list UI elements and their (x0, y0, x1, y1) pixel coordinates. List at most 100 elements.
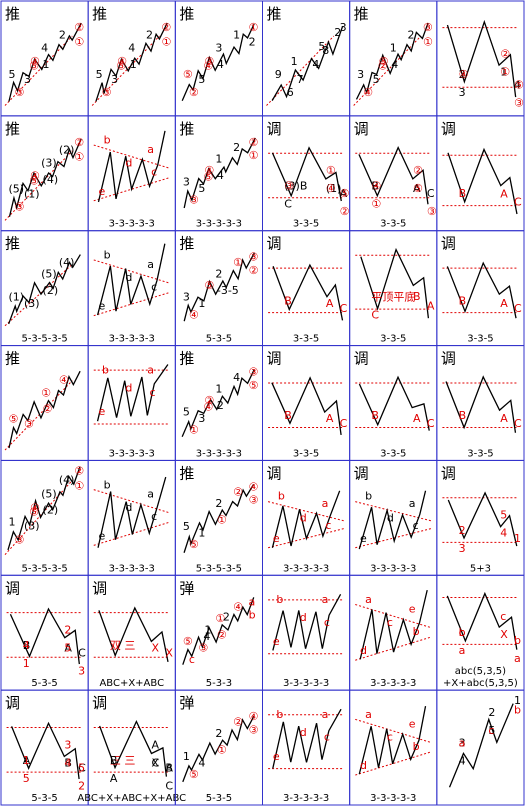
wave-label: ③ (198, 642, 208, 655)
pattern-cell: 调 3-3-5 B A C (436, 230, 525, 347)
wave-line (182, 715, 255, 783)
wave-label: ① (233, 256, 243, 269)
wave-label: 1 (43, 58, 50, 71)
wave-label: b (413, 740, 420, 753)
wave-label: b (104, 134, 111, 147)
cell-title: 推 (179, 464, 194, 482)
wave-label: -3-5 (217, 284, 239, 297)
wave-label: 1 (23, 657, 30, 670)
pattern-cell: 3-3-3-3-3 a c eb d (349, 689, 438, 806)
cell-caption: 3-3-3-3-3 (196, 448, 242, 459)
pattern-cell: 推 5-3-5-3-5 5 1 2 ① ②③④ ⑤ (174, 459, 263, 576)
wave-label: a (322, 593, 329, 606)
pattern-cell: 调 3-3-3-3-3 b d ac e (262, 459, 351, 576)
pattern-cell: 3-3-3-3-3 b d ac e (87, 230, 176, 347)
wave-label: ⑤ (413, 182, 423, 195)
wave-label: ④ (30, 502, 40, 515)
wave-label: (2) (43, 284, 59, 297)
cell-caption: 3-3-3-3-3 (283, 793, 329, 804)
cell-caption: ABC+X+ABC (99, 678, 164, 689)
wave-label: (1) (9, 291, 25, 304)
wave-line (8, 138, 82, 217)
wave-line (95, 22, 168, 102)
wave-label: ⑤ (116, 60, 126, 73)
wave-label: 9 (275, 68, 282, 81)
lower-channel-line (93, 521, 170, 546)
wave-label: d (125, 381, 132, 394)
wave-label: ② (217, 628, 227, 641)
wave-label: 4 (500, 527, 507, 540)
wave-line (446, 591, 518, 650)
wave-label: ① (500, 66, 510, 79)
wave-label: ① (249, 21, 259, 34)
wave-label: ③ (249, 251, 259, 264)
wave-label: a (365, 708, 372, 721)
upper-channel-line (355, 718, 432, 744)
pattern-cell: 推 9 7 583 6 1 4 2 (262, 0, 351, 117)
wave-label: c (325, 519, 331, 532)
wave-label: 5 (64, 642, 71, 655)
wave-label: ① (74, 35, 84, 48)
lower-channel-line (355, 751, 432, 776)
wave-label: 3 (459, 737, 466, 750)
cell-title: 调 (267, 350, 282, 368)
pattern-cell: 调 5+3 2 4 1 3 5 (436, 459, 525, 576)
wave-label: ① (215, 612, 225, 625)
pattern-cell: 3-3-3-3-3 b d ac e (87, 459, 176, 576)
wave-label: 5 (500, 509, 507, 522)
cell-title: 推 (5, 5, 20, 23)
wave-line (358, 375, 430, 431)
wave-line (183, 252, 256, 322)
wave-line (183, 137, 256, 209)
wave-label: ⑤ (29, 506, 39, 519)
wave-label: A (500, 412, 508, 425)
wave-label: ③ (249, 366, 259, 379)
lower-channel-line (355, 528, 432, 549)
wave-line (447, 491, 518, 547)
wave-label: ② (233, 715, 243, 728)
wave-line (447, 147, 518, 215)
pattern-cell: 2 14 3 ② ③ ④ ①⑤ (436, 0, 525, 117)
wave-label: B (371, 409, 379, 422)
pattern-cell: 推 3-3-3-3-3 3 5 1 4 2①② ③ ④⑤ (174, 115, 263, 232)
wave-label: a (147, 258, 154, 271)
wave-label: 2 (459, 68, 466, 81)
wave-label: 4 (128, 42, 135, 55)
wave-label: d (125, 271, 132, 284)
wave-label: e (273, 532, 280, 545)
wave-line (358, 145, 429, 205)
cell-title: 调 (92, 579, 107, 597)
wave-label: 3 (215, 42, 222, 55)
wave-label: ⑤ (249, 379, 259, 392)
wave-label: A (110, 772, 118, 785)
wave-label: d (387, 511, 394, 524)
wave-label: ② (161, 21, 171, 34)
wave-label: ③ (423, 21, 433, 34)
cell-title: 推 (179, 120, 194, 138)
wave-label: b (459, 626, 466, 639)
cell-title: 推 (354, 5, 369, 23)
wave-line (8, 370, 81, 449)
wave-label: (5) (9, 183, 25, 196)
wave-label: ③ (204, 55, 214, 68)
wave-label: c (150, 386, 156, 399)
wave-label: a (459, 644, 466, 657)
wave-label: a (147, 143, 154, 156)
wave-label: C (284, 198, 292, 211)
wave-label: 2 (215, 497, 222, 510)
wave-label: 三 三 (110, 754, 135, 767)
wave-label: B (165, 761, 173, 774)
wave-label: b (104, 249, 111, 262)
wave-label: c (500, 610, 506, 623)
wave-label: ① (41, 386, 51, 399)
pattern-cell: 3-3-3-3-3 b d ac e (87, 115, 176, 232)
cell-border (436, 689, 525, 806)
wave-line (272, 263, 344, 321)
wave-label: 5 (9, 68, 16, 81)
wave-label: ④ (459, 68, 469, 81)
wave-label: 3 (64, 738, 71, 751)
wave-label: ④ (59, 373, 69, 386)
cell-caption: 3-3-3-3-3 (370, 678, 416, 689)
wave-line (7, 466, 81, 551)
